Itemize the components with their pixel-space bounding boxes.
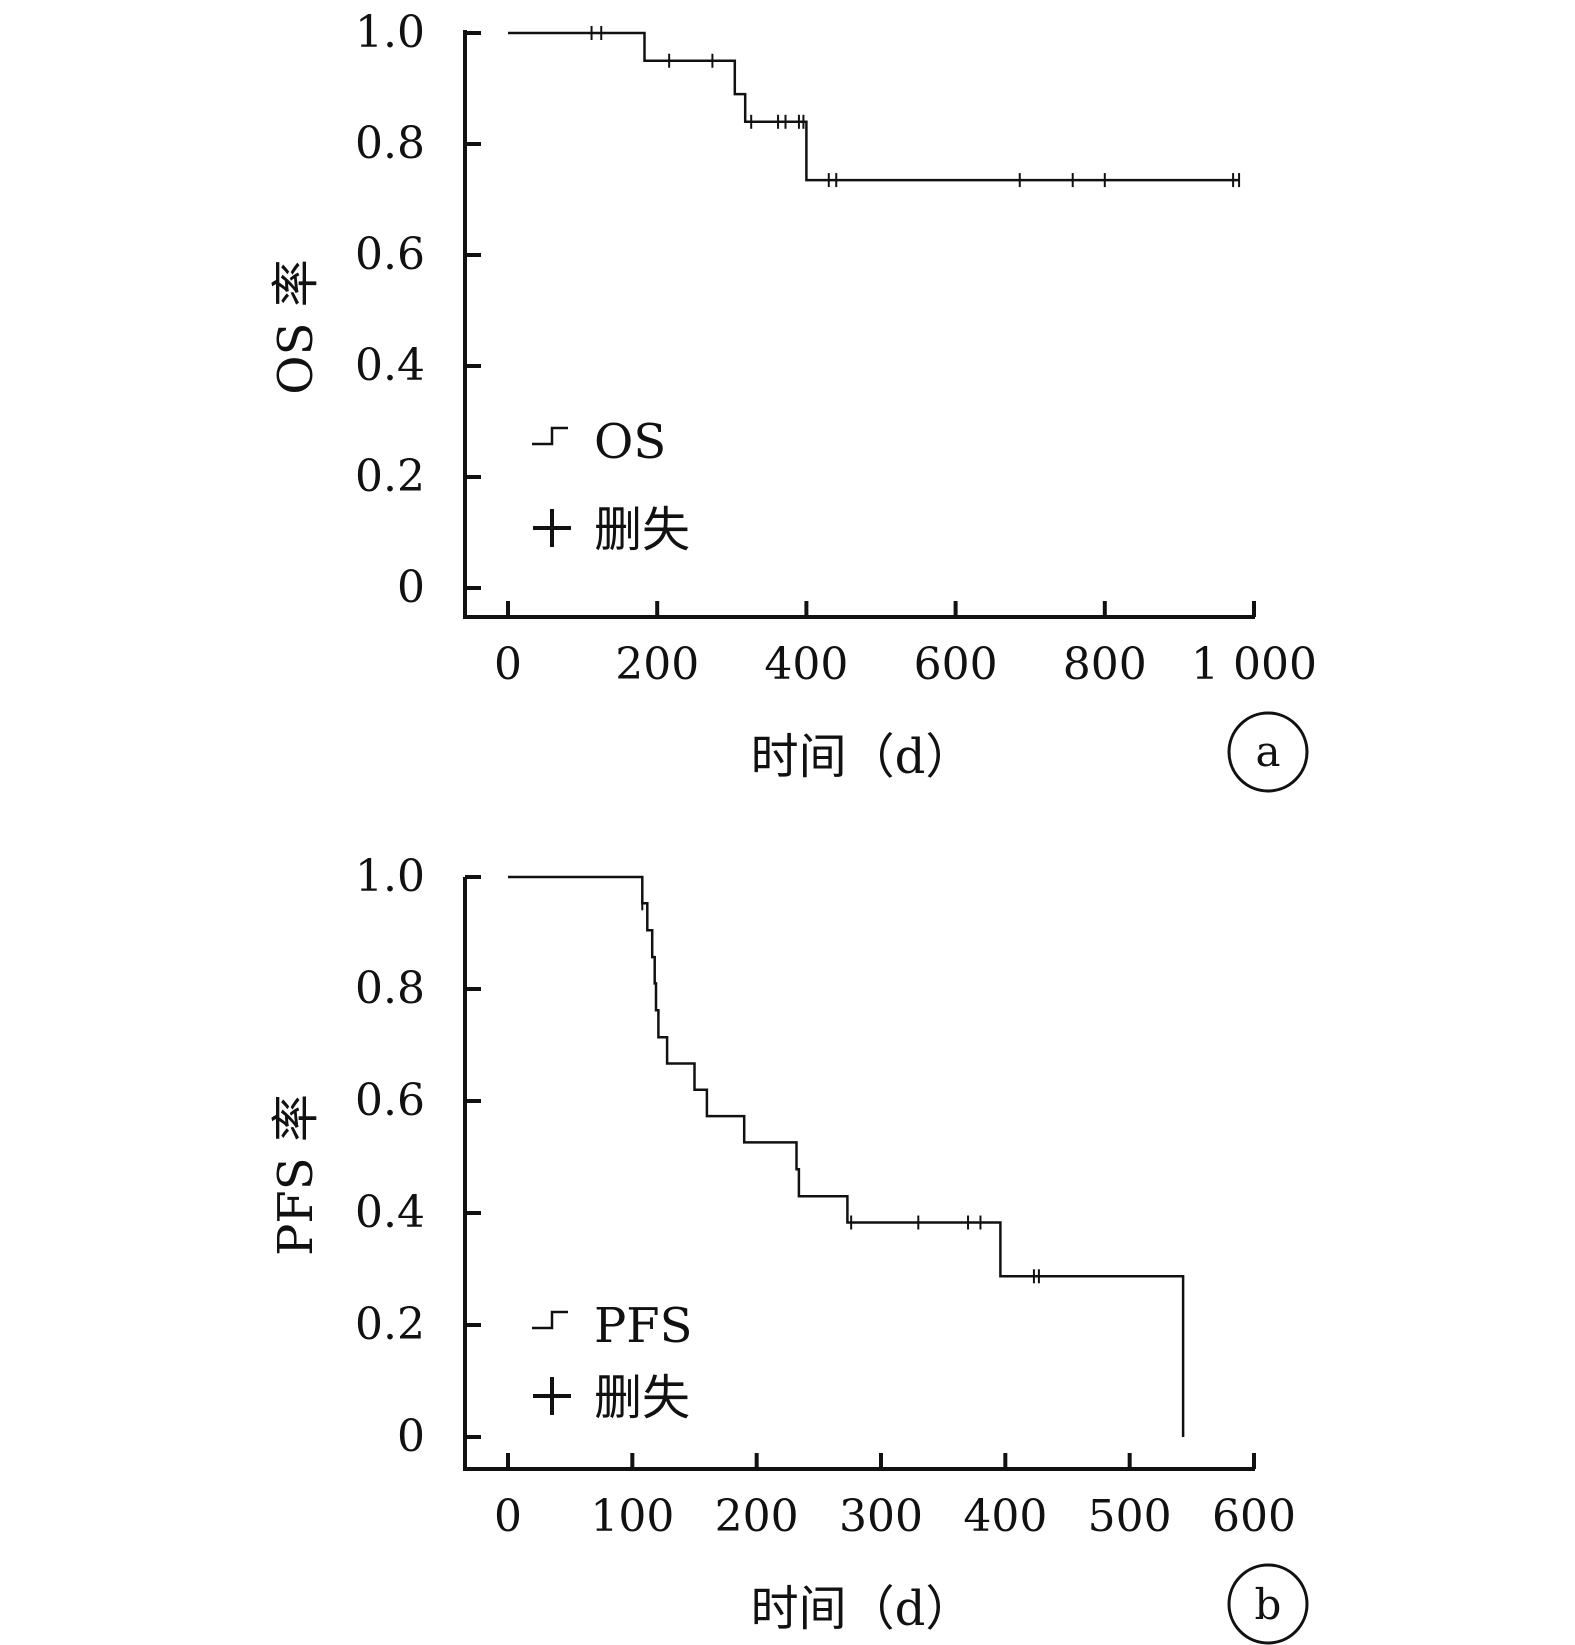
y-tick-label: 0.6	[355, 229, 425, 280]
y-tick-label: 0	[397, 1411, 425, 1462]
x-tick-label: 600	[914, 639, 998, 690]
legend-label-os: OS	[594, 414, 666, 470]
os-y-ticks: 0 0.2 0.4 0.6 0.8 1.0	[355, 7, 481, 613]
km-step-line	[508, 875, 1185, 1437]
legend-label-censored: 删失	[594, 1370, 690, 1426]
os-x-ticks: 0 200 400 600 800 1 000	[494, 601, 1317, 690]
km-step-line	[508, 31, 1240, 182]
y-tick-label: 0	[397, 562, 425, 613]
panel-label-circle	[1227, 1563, 1309, 1645]
os-y-axis-label: OS 率	[268, 259, 324, 395]
pfs-x-axis-label: 时间（d）	[751, 1581, 974, 1637]
pfs-chart-panel: 0 0.2 0.4 0.6 0.8 1.0 0 100 200 300 400 500 600 PFS…	[268, 851, 1309, 1645]
x-tick-label: 200	[715, 1491, 799, 1542]
y-tick-label: 0.2	[355, 451, 425, 502]
panel-label-a: a	[1227, 711, 1309, 793]
pfs-y-axis-label: PFS 率	[268, 1094, 324, 1256]
y-tick-label: 1.0	[355, 7, 425, 58]
panel-label-b: b	[1227, 1563, 1309, 1645]
x-tick-label: 800	[1063, 639, 1147, 690]
y-tick-label: 0.6	[355, 1075, 425, 1126]
os-legend: OS 删失	[532, 414, 690, 558]
x-tick-label: 1 000	[1191, 639, 1317, 690]
x-tick-label: 0	[494, 1491, 522, 1542]
legend-plus-icon	[533, 509, 571, 547]
y-tick-label: 0.2	[355, 1299, 425, 1350]
x-tick-label: 600	[1212, 1491, 1296, 1542]
pfs-x-ticks: 0 100 200 300 400 500 600	[494, 1453, 1296, 1542]
legend-plus-icon	[533, 1377, 571, 1415]
x-tick-label: 500	[1088, 1491, 1172, 1542]
pfs-axes	[463, 877, 1255, 1471]
y-tick-label: 0.4	[355, 1187, 425, 1238]
panel-letter-a: a	[1255, 727, 1280, 776]
x-tick-label: 100	[590, 1491, 674, 1542]
legend-step-icon	[532, 1310, 568, 1330]
os-chart-panel: 0 0.2 0.4 0.6 0.8 1.0 0 200 400 600 800 1 000 OS 率…	[268, 7, 1317, 793]
os-axes	[463, 30, 1255, 619]
os-x-axis-label: 时间（d）	[751, 729, 974, 785]
pfs-curve-group	[508, 875, 1185, 1437]
y-tick-label: 0.8	[355, 118, 425, 169]
x-tick-label: 200	[615, 639, 699, 690]
panel-letter-b: b	[1255, 1580, 1282, 1629]
legend-label-censored: 删失	[594, 502, 690, 558]
panel-label-circle	[1227, 711, 1309, 793]
x-tick-label: 400	[764, 639, 848, 690]
y-tick-label: 0.4	[355, 340, 425, 391]
pfs-legend: PFS 删失	[532, 1298, 692, 1426]
pfs-y-ticks: 0 0.2 0.4 0.6 0.8 1.0	[355, 851, 481, 1462]
x-tick-label: 400	[963, 1491, 1047, 1542]
y-tick-label: 1.0	[355, 851, 425, 902]
legend-step-icon	[532, 426, 568, 446]
x-tick-label: 300	[839, 1491, 923, 1542]
legend-label-pfs: PFS	[594, 1298, 692, 1354]
os-curve-group	[508, 26, 1241, 188]
x-tick-label: 0	[494, 639, 522, 690]
y-tick-label: 0.8	[355, 963, 425, 1014]
